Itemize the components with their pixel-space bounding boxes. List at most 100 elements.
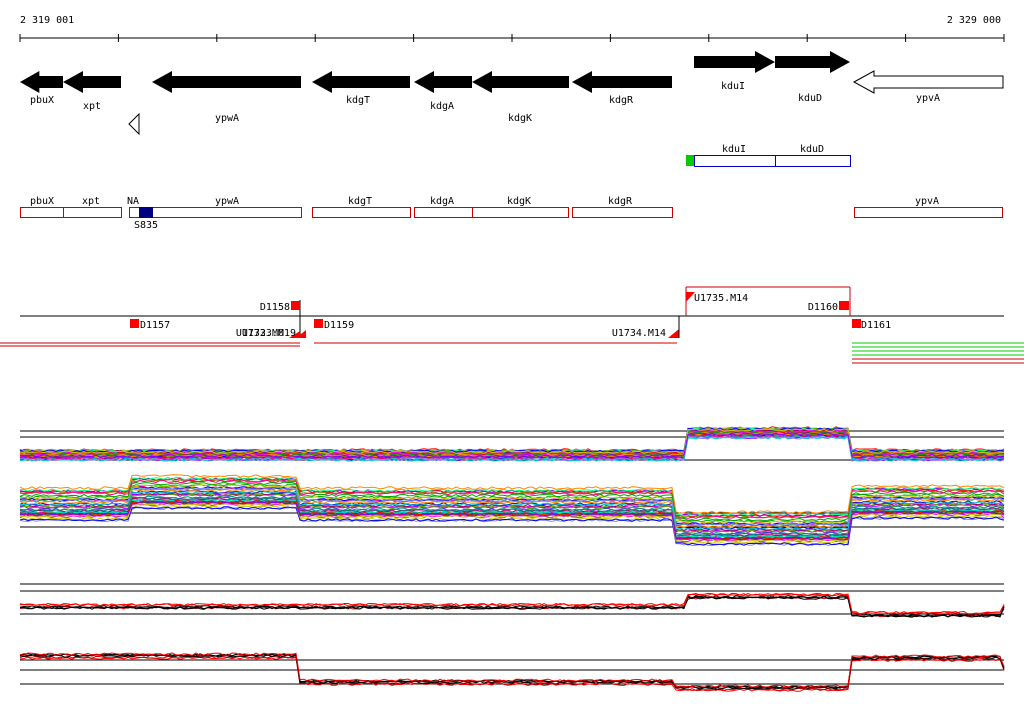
gene-label-pbux: pbuX (30, 95, 54, 106)
gene-label-kdgk: kdgK (508, 113, 532, 124)
operon-label-na: NA (127, 196, 139, 207)
gene-arrow-small-outline[interactable] (128, 112, 140, 136)
ruler-start-label: 2 319 001 (20, 15, 74, 26)
sample-marker[interactable] (139, 207, 153, 218)
expression-trace (19, 493, 1005, 534)
expression-trace (19, 652, 1005, 688)
expression-trace (19, 427, 1005, 453)
marker-label-u1734: U1734.M14 (612, 328, 666, 339)
marker-d1161[interactable] (852, 319, 861, 328)
expression-trace (19, 434, 1005, 461)
gene-arrow-kdga[interactable] (414, 71, 472, 93)
gene-arrow-kdgr[interactable] (572, 71, 672, 93)
marker-label-d1157: D1157 (140, 320, 170, 331)
gene-label-kdgt: kdgT (346, 95, 370, 106)
ruler-ticks (19, 34, 1005, 42)
expression-trace (19, 434, 1005, 461)
kdu-operon-label-kdui: kduI (722, 144, 746, 155)
gene-track: pbuX xpt ypwA kdgT kdgA kdgK kdgR kduI k… (20, 51, 1004, 136)
operon-label-kdgk: kdgK (507, 196, 531, 207)
operon-box-kdgk[interactable] (472, 207, 569, 218)
operon-label-pbux: pbuX (30, 196, 54, 207)
expression-trace (19, 596, 1005, 618)
operon-box-kdgr[interactable] (572, 207, 673, 218)
expression-trace (19, 481, 1005, 522)
operon-label-xpt: xpt (82, 196, 100, 207)
gene-label-ypwa: ypwA (215, 113, 239, 124)
marker-d1160[interactable] (839, 301, 849, 310)
gene-label-xpt: xpt (83, 101, 101, 112)
operon-label-kdga: kdgA (430, 196, 454, 207)
gene-arrow-kdgt[interactable] (312, 71, 410, 93)
kdu-operon-track: kduI kduD (686, 144, 851, 167)
expression-panel-2 (19, 474, 1005, 547)
expression-trace (19, 426, 1005, 452)
sample-label: S835 (134, 220, 158, 231)
expression-trace (19, 656, 1005, 692)
promoter-marker[interactable] (686, 155, 694, 166)
marker-right-lines (852, 342, 1024, 364)
marker-track: D1157 D1158 U1733.M19 U1732.M0 D1159 U17… (0, 286, 1024, 364)
gene-arrow-xpt[interactable] (63, 71, 121, 93)
expression-trace (19, 436, 1005, 462)
expression-trace (19, 654, 1005, 690)
marker-d1157[interactable] (130, 319, 139, 328)
operon-box-ypva[interactable] (854, 207, 1003, 218)
operon-label-kdgt: kdgT (348, 196, 372, 207)
coordinate-ruler: 2 319 001 2 329 000 (19, 15, 1005, 42)
expression-trace (19, 506, 1005, 546)
operon-label-kdgr: kdgR (608, 196, 633, 207)
gene-arrow-pbux[interactable] (20, 71, 63, 93)
gene-arrow-kdui[interactable] (694, 51, 775, 73)
operon-box-track: pbuX xpt NA ypwA kdgT kdgA kdgK kdgR ypv… (20, 196, 1003, 231)
expression-panel-4 (19, 652, 1005, 692)
expression-trace (19, 501, 1005, 541)
gene-arrow-ypwa[interactable] (152, 71, 301, 93)
kdu-operon-label-kdud: kduD (800, 144, 824, 155)
operon-label-ypwa: ypwA (215, 196, 239, 207)
marker-label-d1161: D1161 (861, 320, 891, 331)
gene-label-ypva: ypvA (916, 93, 940, 104)
gene-label-kdgr: kdgR (609, 95, 634, 106)
marker-d1158[interactable] (291, 301, 300, 310)
expression-trace (19, 592, 1005, 615)
gene-label-kdui: kduI (721, 81, 745, 92)
marker-label-u1733: U1733.M19 (242, 328, 296, 339)
kdu-operon-box-kdui[interactable] (694, 155, 776, 167)
expression-trace (19, 432, 1005, 458)
marker-label-u1735: U1735.M14 (694, 293, 748, 304)
expression-trace (19, 484, 1005, 524)
marker-u1733[interactable] (289, 331, 300, 338)
gene-arrow-kdgk[interactable] (472, 71, 569, 93)
operon-box-pbux[interactable] (20, 207, 64, 218)
kdu-operon-box-kdud[interactable] (775, 155, 851, 167)
expression-trace (19, 476, 1005, 517)
gene-label-kdga: kdgA (430, 101, 454, 112)
marker-u1732[interactable] (296, 330, 306, 338)
operon-box-kdga[interactable] (414, 207, 473, 218)
ruler-end-label: 2 329 000 (947, 15, 1001, 26)
expression-panel-1 (19, 426, 1005, 462)
expression-trace (19, 493, 1005, 533)
expression-panel-3 (19, 583, 1005, 618)
expression-trace (19, 486, 1005, 527)
marker-d1159[interactable] (314, 319, 323, 328)
expression-trace (20, 479, 1005, 519)
expression-trace (19, 428, 1005, 454)
marker-label-u1732: U1732.M0 (236, 328, 284, 339)
marker-u1735[interactable] (686, 292, 695, 302)
gene-arrow-ypva[interactable] (852, 70, 1004, 94)
marker-u1734[interactable] (668, 329, 679, 338)
marker-label-d1158: D1158 (260, 302, 290, 313)
operon-box-ypwa[interactable] (129, 207, 302, 218)
operon-box-kdgt[interactable] (312, 207, 411, 218)
operon-label-ypva: ypvA (915, 196, 939, 207)
expression-trace (19, 502, 1005, 543)
gene-arrow-kdud[interactable] (775, 51, 850, 73)
expression-trace (19, 490, 1005, 531)
operon-box-xpt[interactable] (63, 207, 122, 218)
expression-trace (19, 474, 1005, 514)
expression-trace (19, 496, 1005, 536)
marker-label-d1159: D1159 (324, 320, 354, 331)
